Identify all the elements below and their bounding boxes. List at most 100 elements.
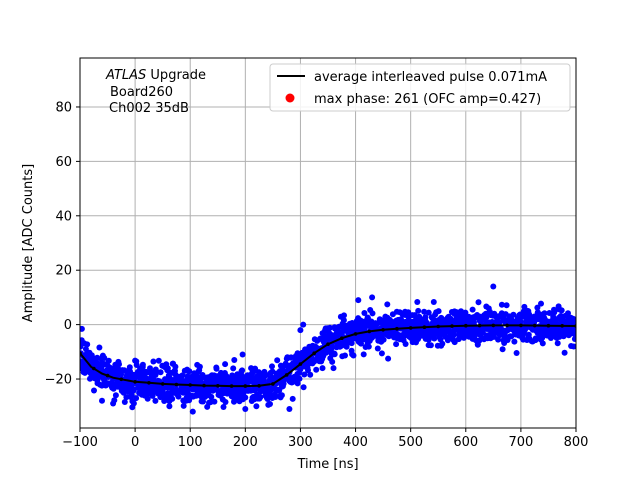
y-tick-label: 60 [55, 155, 72, 170]
scatter-point [331, 351, 338, 358]
scatter-point [554, 340, 561, 347]
x-tick-label: −100 [62, 435, 98, 450]
scatter-point [179, 372, 186, 379]
average-pulse-line [80, 323, 576, 388]
scatter-point [211, 398, 218, 405]
scatter-point [239, 367, 246, 374]
scatter-point [360, 351, 367, 358]
average-pulse-point [395, 326, 399, 331]
scatter-point [274, 357, 281, 364]
average-pulse-point [216, 384, 220, 388]
scatter-point [348, 340, 355, 347]
average-pulse-point [408, 326, 413, 330]
legend-marker-swatch [285, 93, 295, 103]
scatter-point [565, 310, 571, 317]
scatter-point [326, 324, 333, 331]
scatter-point [427, 342, 434, 349]
scatter-point [278, 392, 285, 399]
scatter-point [421, 308, 428, 315]
plot-frame [79, 57, 577, 429]
scatter-outlier-point [253, 403, 260, 410]
scatter-point [155, 357, 162, 364]
scatter-point [296, 375, 303, 382]
average-pulse-point [229, 384, 234, 388]
y-axis-label: Amplitude [ADC Counts] [21, 164, 36, 322]
scatter-point [80, 325, 85, 332]
average-pulse-point [450, 324, 454, 328]
average-pulse-point [422, 325, 427, 330]
x-tick-label: 100 [178, 435, 203, 450]
scatter-point [96, 344, 103, 351]
y-tick-label: −20 [45, 373, 72, 388]
scatter-point [499, 346, 506, 353]
scatter-point [511, 338, 518, 345]
scatter-point [200, 398, 206, 405]
scatter-point [116, 361, 122, 368]
scatter-point [469, 306, 476, 313]
scatter-point [462, 309, 469, 316]
scatter-point [571, 336, 576, 342]
scatter-point [297, 366, 304, 373]
scatter-point [301, 371, 308, 378]
scatter-point [101, 355, 108, 361]
scatter-point [208, 393, 215, 400]
average-pulse-point [312, 351, 317, 356]
scatter-point [561, 349, 568, 356]
scatter-point [518, 318, 525, 325]
scatter-point [534, 304, 541, 311]
scatter-point [402, 341, 409, 347]
scatter-point [169, 395, 176, 402]
scatter-point [307, 371, 314, 378]
scatter-point [267, 401, 273, 407]
scatter-point [374, 345, 381, 352]
scatter-point [242, 394, 249, 401]
x-tick-label: 200 [233, 435, 258, 450]
x-tick-label: 400 [343, 435, 368, 450]
scatter-point [189, 408, 196, 415]
scatter-point [425, 309, 432, 316]
x-tick-label: 700 [508, 435, 533, 450]
y-tick-label: 40 [55, 209, 72, 224]
scatter-point [572, 328, 576, 335]
scatter-point [450, 331, 457, 338]
average-pulse-point [188, 383, 192, 387]
average-pulse-point [133, 380, 137, 384]
scatter-point [222, 361, 229, 368]
scatter-point [430, 299, 437, 305]
scatter-point [130, 400, 137, 407]
scatter-point [269, 363, 275, 370]
scatter-point [475, 299, 482, 306]
scatter-point [365, 343, 372, 350]
scatter-point [558, 307, 565, 314]
average-pulse-point [92, 366, 96, 371]
scatter-point [328, 343, 335, 350]
scatter-outlier-point [490, 283, 497, 290]
scatter-point [84, 341, 91, 348]
scatter-point [257, 394, 264, 401]
y-tick-label: 80 [55, 100, 72, 115]
average-pulse-point [340, 336, 344, 341]
x-tick-label: 600 [453, 435, 478, 450]
scatter-point [150, 358, 157, 365]
scatter-point [175, 393, 182, 400]
average-pulse-point [464, 323, 468, 328]
scatter-point [541, 310, 548, 317]
legend-entry-max-phase: max phase: 261 (OFC amp=0.427) [314, 92, 541, 107]
average-pulse-point [381, 328, 385, 332]
scatter-point [144, 395, 151, 402]
x-axis-ticks: −100 0 100 200 300 400 500 600 700 800 [62, 428, 588, 450]
annotation-block: ATLAS Upgrade Board260 Ch002 35dB [105, 68, 206, 116]
scatter-point [483, 314, 490, 321]
average-pulse-point [477, 323, 482, 328]
average-pulse-path [80, 324, 576, 388]
y-axis-ticks: −20 0 20 40 60 80 [45, 100, 80, 388]
annotation-board: Board260 [110, 85, 173, 100]
scatter-point [294, 380, 301, 387]
scatter-point [121, 399, 128, 405]
scatter-outlier-point [242, 406, 249, 412]
scatter-point [551, 309, 558, 316]
scatter-outlier-point [319, 365, 326, 372]
average-pulse-point [367, 329, 372, 334]
average-pulse-point [271, 382, 275, 386]
